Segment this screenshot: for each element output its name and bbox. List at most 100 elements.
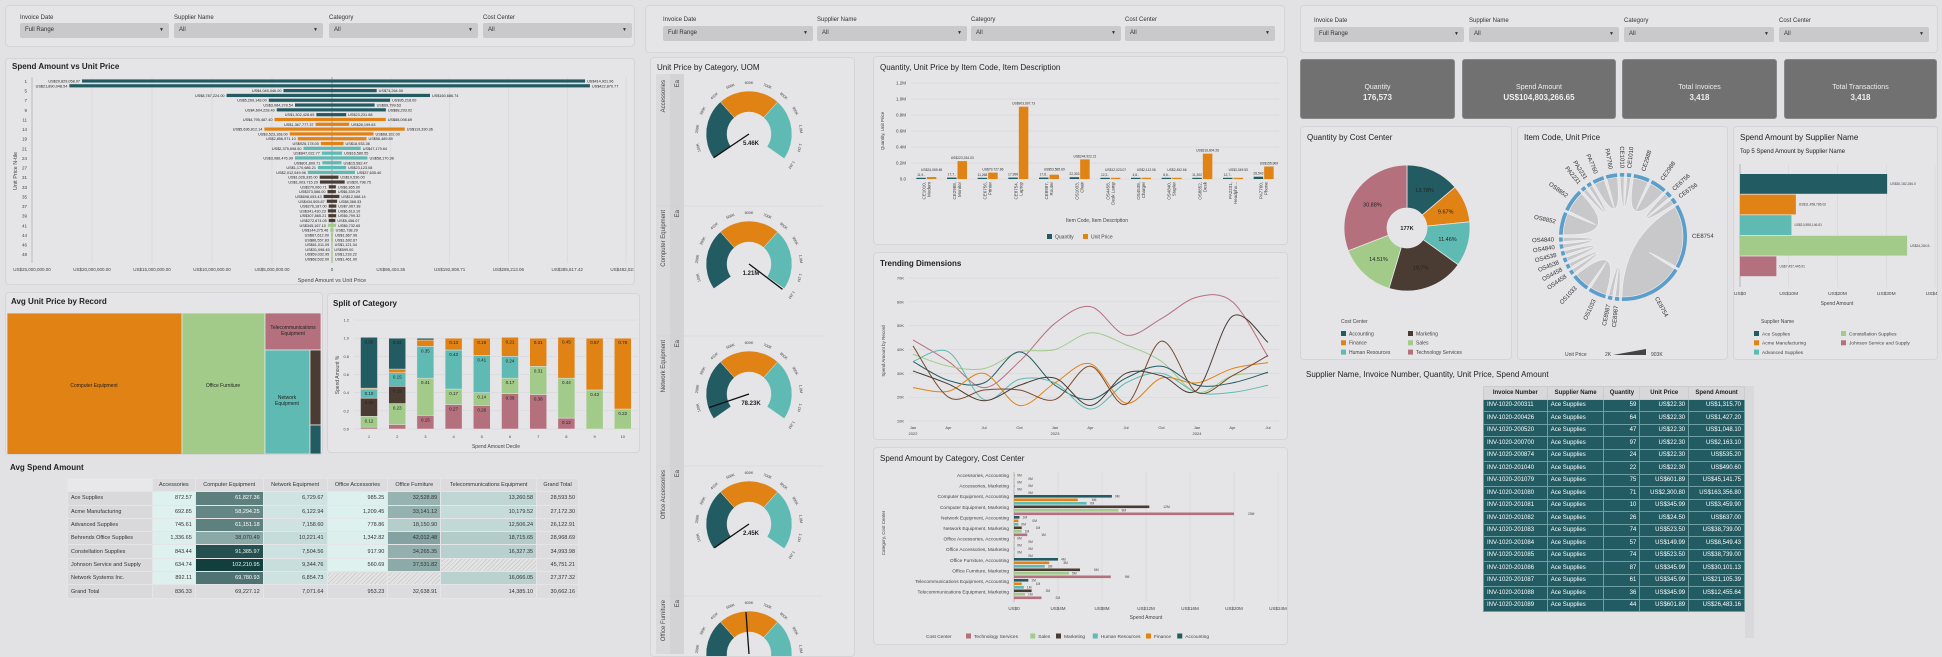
table-cell: INV-1020-200700 [1484, 437, 1548, 450]
gauge-value: 2.45K [743, 531, 760, 537]
table-cell: 953.23 [327, 585, 388, 598]
split-of-category-chart: 0.00.20.40.60.81.01.20.120.200.100.5610.… [328, 294, 640, 453]
gauge-tick-label: 900K [791, 496, 799, 506]
x-tick-label: CE1010,Modem [921, 182, 931, 200]
legend-label: Marketing [1064, 634, 1085, 640]
unit-price-bar [332, 195, 339, 198]
stacked-bar-segment [417, 338, 434, 340]
filter-select-invoice-date[interactable]: Full Range▼ [1314, 27, 1464, 42]
column-header[interactable]: Supplier Name [1547, 387, 1604, 400]
x-tick-label: US$10,000,000.00 [193, 267, 231, 272]
chevron-down-icon: ▼ [803, 30, 808, 36]
data-label: US$3,086,476.99 [263, 156, 293, 160]
unit-price-bar [927, 177, 937, 179]
gauge-tick-label: 700K [763, 343, 773, 350]
x-tick-label: 8 [565, 434, 568, 439]
data-label: US$30,182,286.0 [1890, 182, 1916, 186]
filter-select-category[interactable]: All▼ [1624, 27, 1774, 42]
table-cell: 1,336.65 [152, 532, 195, 545]
data-label: US$160,686.74 [432, 94, 458, 98]
gauge-tick-label: 700K [763, 473, 773, 480]
x-tick-label: US$5,000,000.00 [254, 267, 290, 272]
data-label: US$6,613.10 [338, 209, 360, 213]
column-header[interactable]: Invoice Number [1484, 387, 1548, 400]
table-cell: INV-1020-201081 [1484, 499, 1548, 512]
slice-label: 9.67% [1438, 210, 1454, 216]
unit-price-bar [332, 84, 590, 87]
data-label: 1M [1041, 533, 1046, 537]
x-tick-label: US$20M [1828, 291, 1847, 297]
data-label: US$801,800.71 [294, 161, 320, 165]
data-label: US$37,635.40 [357, 171, 381, 175]
legend-size-wedge [1613, 349, 1646, 355]
gauge-tick-label: 200K [695, 384, 700, 394]
filter-select-invoice-date[interactable]: Full Range▼ [20, 23, 169, 38]
filter-select-supplier-name[interactable]: All▼ [1469, 27, 1619, 42]
filter-select-supplier-name[interactable]: All▼ [174, 23, 323, 38]
y-tick-label: 0.2M [896, 161, 906, 166]
table-cell [327, 572, 388, 585]
data-label: 0.17 [506, 380, 515, 385]
table-cell: 16,327.35 [441, 545, 537, 558]
unit-price-bar [332, 190, 336, 193]
spend-by-supplier-panel: Spend Amount by Supplier Name Top 5 Spen… [1733, 126, 1938, 360]
data-label: 0M [1017, 536, 1022, 540]
filter-label: Cost Center [1125, 17, 1157, 23]
stacked-bar-segment [361, 337, 378, 388]
filter-select-category[interactable]: All▼ [329, 23, 478, 38]
unit-price-bar [332, 200, 337, 203]
filter-select-cost-center[interactable]: All▼ [1125, 26, 1275, 41]
gauge-tick-label: 600K [745, 471, 754, 475]
column-header[interactable]: Spend Amount [1689, 387, 1745, 400]
table-cell: 16,066.05 [441, 572, 537, 585]
filter-select-cost-center[interactable]: All▼ [1779, 27, 1929, 42]
filter-select-cost-center[interactable]: All▼ [483, 23, 632, 38]
column-header[interactable]: Unit Price [1640, 387, 1689, 400]
filter-select-supplier-name[interactable]: All▼ [817, 26, 967, 41]
table-cell: Ace Supplies [1547, 462, 1604, 475]
spend-bar [1014, 572, 1069, 575]
data-label: 1M [1025, 529, 1030, 533]
data-label: US$61,011.09 [305, 243, 329, 247]
data-label: 0.13 [449, 340, 458, 345]
table-scrollbar[interactable] [1745, 386, 1754, 638]
filter-select-category[interactable]: All▼ [971, 26, 1121, 41]
data-label: US$1,026,335.00 [288, 176, 318, 180]
legend-label: Accounting [1349, 331, 1374, 337]
legend-label: Technology Services [1416, 350, 1462, 356]
data-label: 12,2.. [1101, 173, 1109, 177]
chevron-down-icon: ▼ [1764, 31, 1769, 37]
x-tick-label: Apr [1087, 425, 1094, 430]
table-cell: 74 [1604, 549, 1640, 562]
unit-price-bar [332, 204, 336, 207]
unit-price-bar [332, 142, 344, 145]
table-cell: 69,227.12 [195, 585, 263, 598]
label-line: Phone [1264, 182, 1269, 196]
data-label: US$698,053.43 [295, 195, 321, 199]
column-header[interactable]: Quantity [1604, 387, 1640, 400]
table-cell: 87 [1604, 562, 1640, 575]
filter-value: All [179, 27, 186, 33]
data-label: US$3,349.53 [1229, 168, 1248, 172]
filter-select-invoice-date[interactable]: Full Range▼ [663, 26, 813, 41]
